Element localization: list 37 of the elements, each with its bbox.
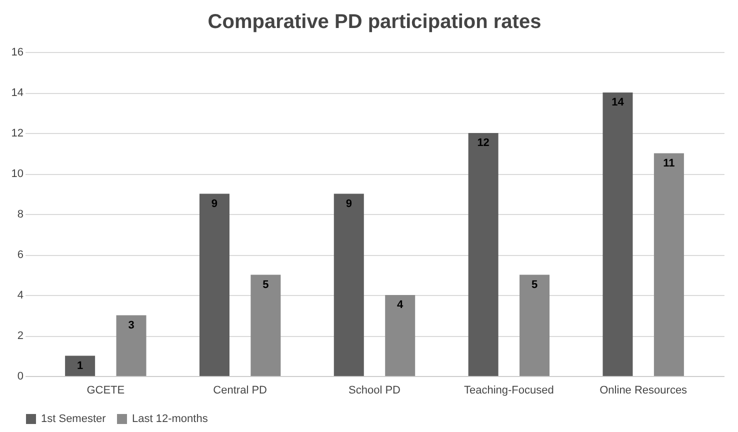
- bar: [116, 315, 146, 376]
- y-tick-label: 6: [17, 249, 24, 261]
- x-tick-label: GCETE: [86, 384, 125, 396]
- data-label: 11: [663, 157, 675, 170]
- bar: [250, 274, 281, 376]
- legend-label: Last 12-months: [132, 413, 208, 425]
- y-tick-label: 8: [17, 208, 24, 220]
- data-label: 4: [397, 299, 404, 311]
- legend-label: 1st Semester: [41, 413, 106, 425]
- bar: [654, 153, 684, 376]
- bar: [334, 194, 364, 376]
- data-label: 12: [477, 137, 490, 149]
- data-label: 9: [346, 198, 352, 210]
- bar: [602, 92, 633, 376]
- data-label: 1: [76, 360, 84, 372]
- bar: [468, 133, 498, 376]
- y-tick-label: 16: [11, 46, 24, 58]
- data-label: 5: [531, 278, 538, 291]
- bar: [199, 194, 230, 376]
- x-tick-label: School PD: [348, 384, 401, 396]
- y-tick-label: 2: [17, 330, 24, 342]
- x-tick-label: Teaching-Focused: [464, 384, 554, 396]
- data-label: 3: [128, 319, 134, 332]
- x-tick-label: Online Resources: [600, 384, 688, 396]
- bar: [520, 274, 550, 376]
- bar: [65, 356, 96, 376]
- bar: [385, 295, 416, 376]
- data-label: 14: [612, 96, 625, 108]
- data-label: 5: [262, 278, 269, 291]
- y-tick-label: 4: [17, 290, 24, 302]
- data-label: 9: [211, 198, 218, 210]
- y-tick-label: 12: [11, 128, 24, 140]
- y-tick-label: 14: [11, 87, 24, 99]
- chart-title: Comparative PD participation rates: [208, 11, 542, 33]
- y-tick-label: 0: [17, 370, 24, 382]
- x-tick-label: Central PD: [213, 384, 268, 396]
- y-tick-label: 10: [11, 168, 24, 180]
